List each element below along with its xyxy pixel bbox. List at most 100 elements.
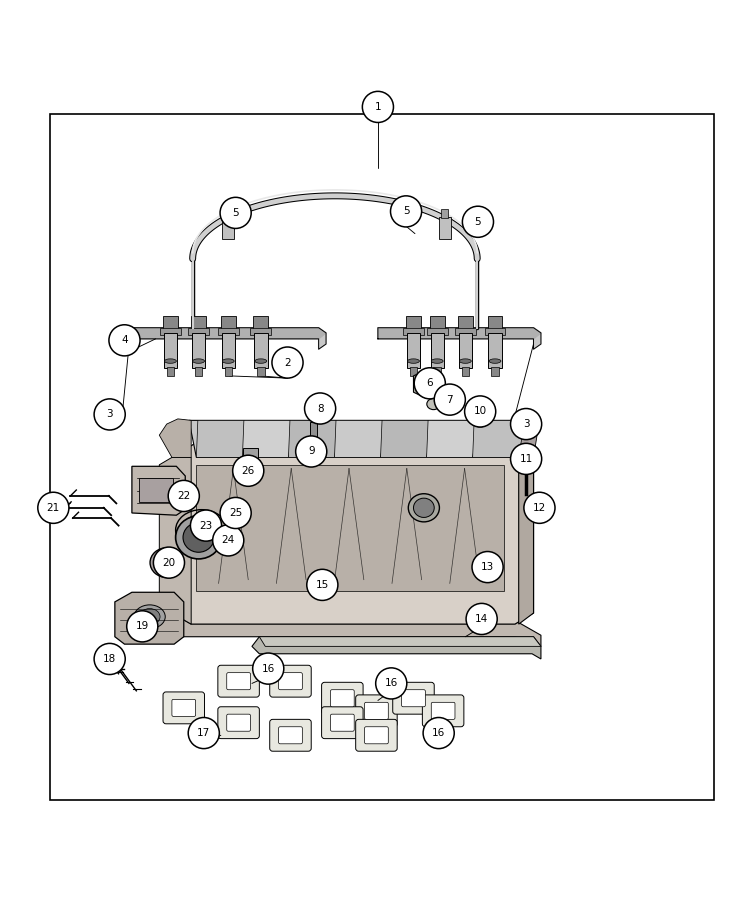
Ellipse shape — [183, 523, 214, 553]
Circle shape — [190, 510, 222, 541]
Circle shape — [434, 384, 465, 415]
Bar — [410, 367, 417, 376]
Circle shape — [213, 525, 244, 556]
FancyBboxPatch shape — [322, 682, 363, 715]
FancyBboxPatch shape — [227, 672, 250, 689]
Bar — [455, 328, 476, 335]
Text: 26: 26 — [242, 465, 255, 476]
Circle shape — [466, 603, 497, 634]
Bar — [257, 367, 265, 376]
Text: 6: 6 — [427, 378, 433, 388]
Text: 24: 24 — [222, 536, 235, 545]
Ellipse shape — [150, 548, 183, 578]
Ellipse shape — [255, 359, 267, 364]
Bar — [139, 478, 173, 502]
Text: 8: 8 — [317, 403, 323, 413]
Ellipse shape — [134, 605, 165, 628]
Ellipse shape — [215, 532, 233, 549]
Circle shape — [465, 396, 496, 427]
Ellipse shape — [413, 499, 434, 517]
Text: 5: 5 — [233, 208, 239, 218]
FancyBboxPatch shape — [270, 665, 311, 698]
Bar — [222, 217, 234, 239]
Circle shape — [220, 498, 251, 528]
Ellipse shape — [431, 359, 443, 364]
FancyBboxPatch shape — [365, 702, 388, 719]
Bar — [195, 367, 202, 376]
Circle shape — [94, 644, 125, 674]
Circle shape — [188, 717, 219, 749]
Bar — [188, 328, 209, 335]
Polygon shape — [381, 420, 433, 457]
Bar — [430, 316, 445, 329]
Polygon shape — [159, 457, 191, 624]
Text: 10: 10 — [473, 407, 487, 417]
Text: 16: 16 — [262, 663, 275, 673]
Text: 3: 3 — [523, 419, 529, 429]
Circle shape — [127, 611, 158, 642]
FancyBboxPatch shape — [402, 689, 425, 706]
Circle shape — [305, 393, 336, 424]
Polygon shape — [252, 636, 541, 659]
Bar — [164, 333, 177, 368]
Text: 9: 9 — [308, 446, 314, 456]
Text: 18: 18 — [103, 654, 116, 664]
FancyBboxPatch shape — [163, 692, 205, 724]
Circle shape — [391, 196, 422, 227]
FancyBboxPatch shape — [218, 706, 259, 739]
Polygon shape — [196, 464, 504, 590]
Ellipse shape — [193, 359, 205, 364]
Bar — [225, 367, 232, 376]
Circle shape — [511, 409, 542, 439]
Bar — [167, 367, 174, 376]
Circle shape — [253, 653, 284, 684]
Text: 12: 12 — [533, 503, 546, 513]
Bar — [253, 316, 268, 329]
Bar — [250, 328, 271, 335]
Text: 5: 5 — [475, 217, 481, 227]
Bar — [459, 333, 472, 368]
FancyBboxPatch shape — [422, 695, 464, 727]
Bar — [254, 333, 268, 368]
Text: 16: 16 — [385, 679, 398, 688]
Text: 7: 7 — [447, 394, 453, 405]
Text: 25: 25 — [229, 508, 242, 518]
Polygon shape — [152, 615, 541, 646]
Polygon shape — [115, 592, 184, 644]
Bar — [462, 367, 469, 376]
Bar — [485, 328, 505, 335]
Polygon shape — [288, 420, 340, 457]
Bar — [431, 333, 444, 368]
Text: 20: 20 — [162, 558, 176, 568]
Bar — [50, 114, 714, 800]
Polygon shape — [473, 420, 525, 457]
Ellipse shape — [176, 516, 222, 559]
Bar — [308, 448, 319, 454]
Circle shape — [511, 444, 542, 474]
Circle shape — [472, 552, 503, 582]
Ellipse shape — [408, 494, 439, 522]
Circle shape — [362, 92, 393, 122]
FancyBboxPatch shape — [330, 715, 354, 731]
Polygon shape — [519, 418, 539, 457]
Circle shape — [220, 197, 251, 229]
Bar — [225, 209, 232, 218]
Circle shape — [474, 410, 486, 423]
Bar — [218, 328, 239, 335]
Ellipse shape — [459, 359, 471, 364]
FancyBboxPatch shape — [270, 719, 311, 752]
Bar — [192, 333, 205, 368]
Bar — [427, 328, 448, 335]
Polygon shape — [413, 370, 439, 398]
Bar — [311, 400, 323, 414]
FancyBboxPatch shape — [322, 706, 363, 739]
Polygon shape — [519, 443, 534, 624]
Text: 1: 1 — [375, 102, 381, 112]
Text: 5: 5 — [403, 206, 409, 216]
Ellipse shape — [427, 399, 440, 410]
Ellipse shape — [309, 409, 325, 420]
Polygon shape — [196, 420, 248, 457]
FancyBboxPatch shape — [279, 672, 302, 689]
Circle shape — [109, 325, 140, 356]
Bar — [163, 316, 178, 329]
